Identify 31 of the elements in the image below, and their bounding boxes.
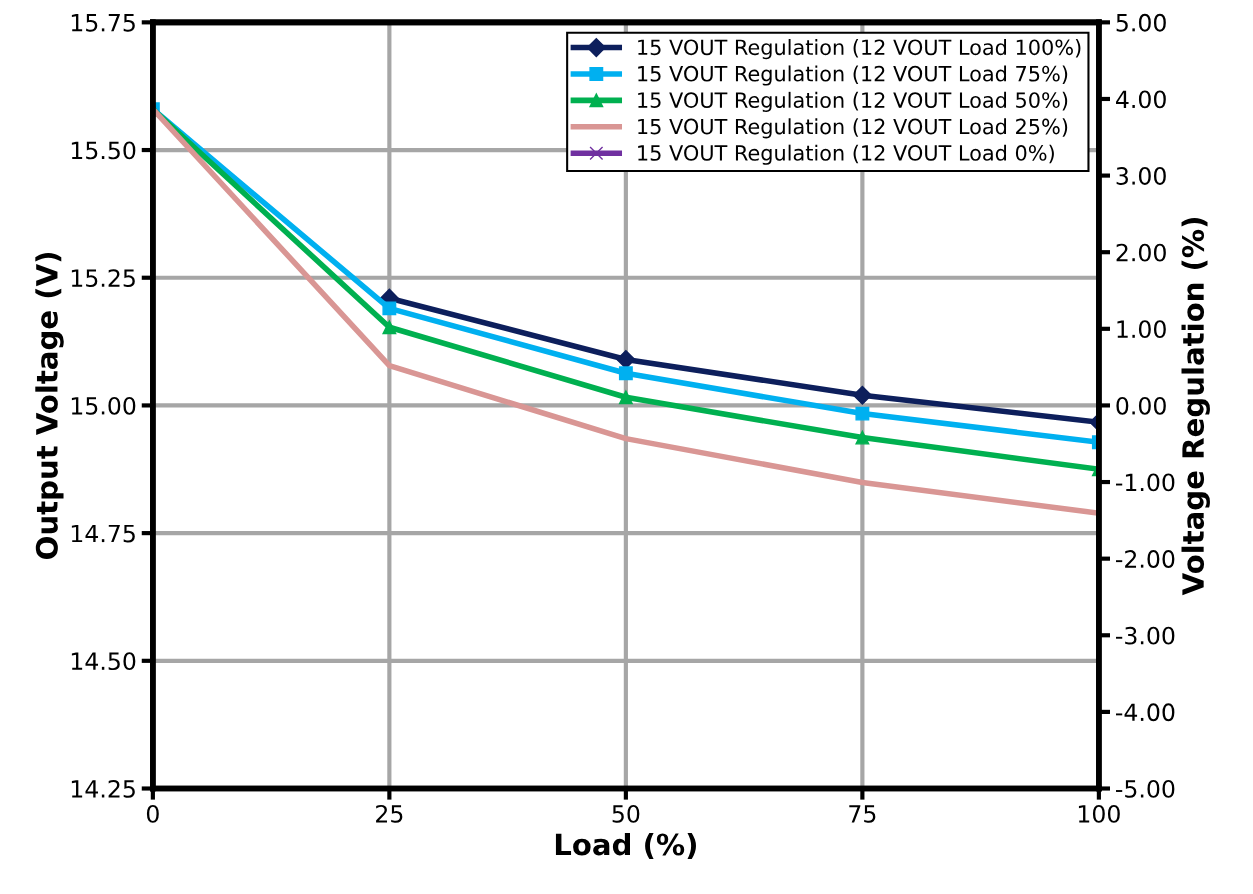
legend-label: 15 VOUT Regulation (12 VOUT Load 0%) — [638, 144, 1054, 165]
y-tick-label: 14.50 — [71, 652, 136, 671]
y2-tick-label: 1.00 — [1117, 320, 1166, 339]
y-axis-title: Output Voltage (V) — [35, 252, 64, 559]
legend-label: 15 VOUT Regulation (12 VOUT Load 100%) — [638, 39, 1081, 60]
y2-tick-label: 4.00 — [1116, 90, 1166, 109]
legend-label: 15 VOUT Regulation (12 VOUT Load 50%) — [638, 91, 1068, 112]
y2-tick-label: -2.00 — [1116, 550, 1175, 568]
y2-tick-label: -4.00 — [1116, 703, 1175, 722]
legend-label: 15 VOUT Regulation (12 VOUT Load 75%) — [638, 65, 1068, 86]
y2-tick-label: -1.00 — [1116, 473, 1175, 492]
y-tick-label: 15.50 — [71, 141, 136, 160]
x-axis-title: Load (%) — [555, 832, 696, 859]
y-tick-label: 15.75 — [71, 14, 135, 32]
y2-tick-label: 5.00 — [1116, 13, 1166, 32]
y2-tick-label: 3.00 — [1116, 167, 1166, 185]
y2-tick-label: -5.00 — [1116, 779, 1175, 798]
x-tick-label: 25 — [376, 804, 403, 823]
y-tick-label: 14.75 — [71, 524, 135, 543]
x-tick-label: 50 — [612, 804, 640, 823]
y2-tick-label: -3.00 — [1116, 626, 1175, 645]
y-tick-label: 15.00 — [71, 396, 136, 415]
x-tick-label: 0 — [146, 804, 159, 823]
y2-tick-label: 0.00 — [1116, 396, 1166, 415]
x-tick-label: 100 — [1078, 804, 1120, 823]
y-tick-label: 14.25 — [71, 779, 135, 798]
y2-axis-title: Voltage Regulation (%) — [1181, 218, 1210, 596]
y-tick-label: 15.25 — [71, 269, 135, 288]
legend-label: 15 VOUT Regulation (12 VOUT Load 25%) — [638, 118, 1068, 139]
x-tick-label: 75 — [849, 805, 876, 823]
y2-tick-label: 2.00 — [1116, 243, 1166, 262]
